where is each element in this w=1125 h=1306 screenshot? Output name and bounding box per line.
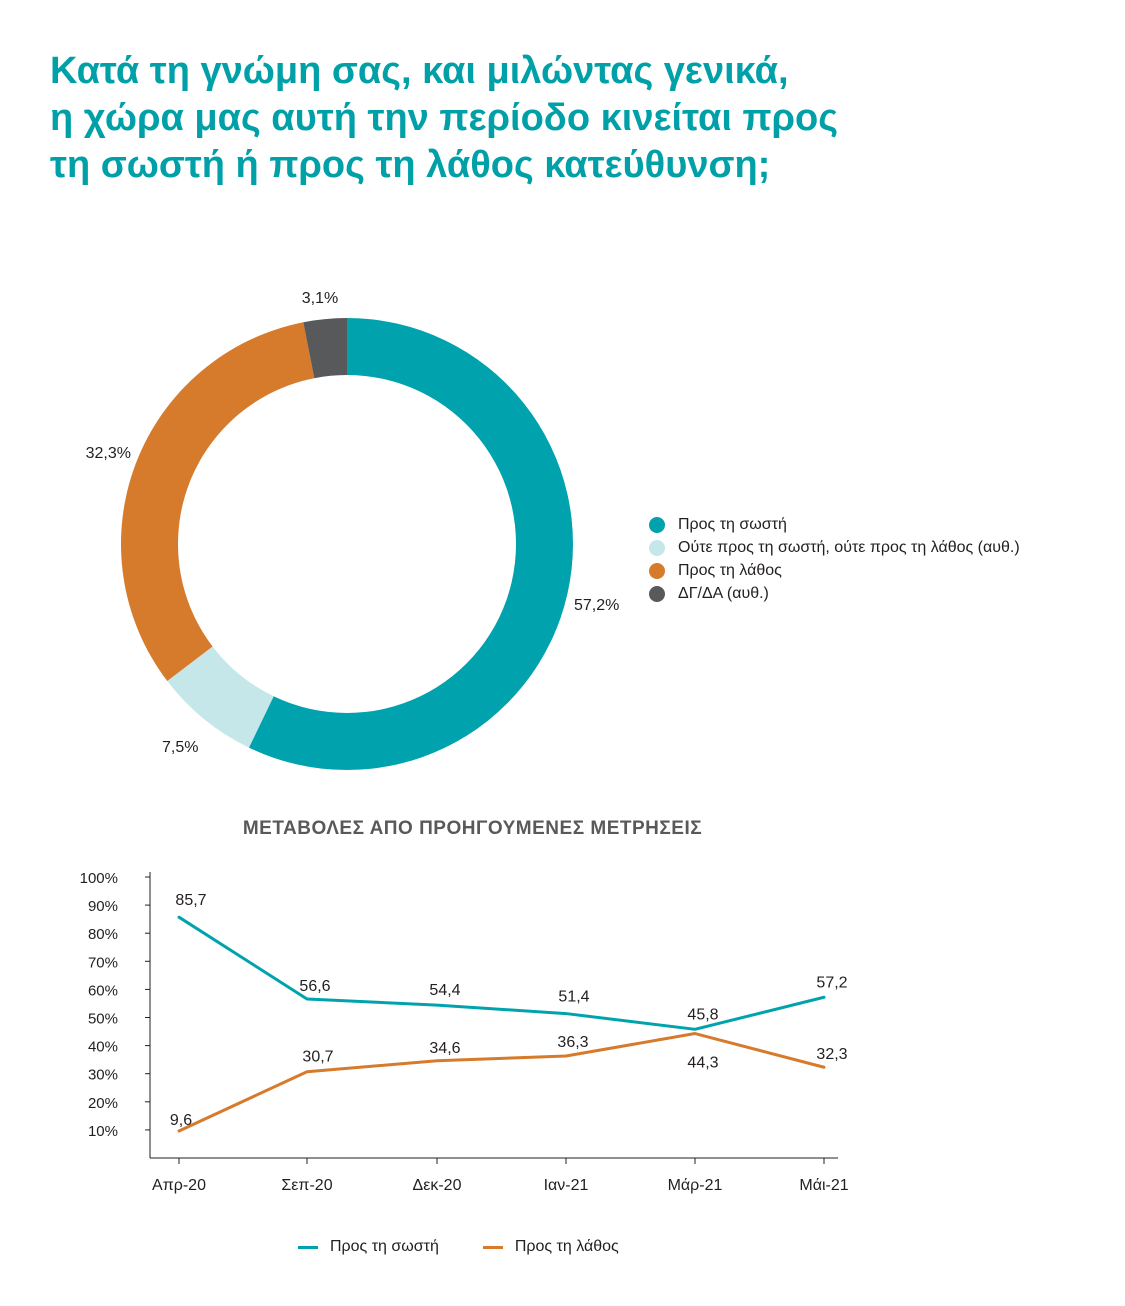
line-legend-item-1: Προς τη σωστή [298, 1238, 439, 1256]
data-label: 30,7 [302, 1049, 333, 1066]
donut-chart: 57,2% 7,5% 32,3% 3,1% [86, 290, 620, 771]
y-tick-label: 50% [88, 1011, 118, 1028]
donut-slice-1 [248, 318, 574, 771]
series-line-1 [177, 915, 826, 1031]
title-line-2: η χώρα μας αυτή την περίοδο κινείται προ… [50, 97, 839, 139]
line-legend-item-2: Προς τη λάθος [482, 1238, 619, 1256]
legend-dot-icon [649, 539, 665, 556]
line-data-labels: 85,7 56,6 54,4 51,4 45,8 57,2 9,6 30,7 34,6 36,3 4… [170, 892, 848, 1129]
x-tick-label: Δεκ-20 [413, 1177, 462, 1194]
donut-label-4: 3,1% [302, 290, 338, 307]
y-tick-label: 30% [88, 1067, 118, 1084]
x-tick-label: Μάι-21 [799, 1177, 848, 1194]
line-series [177, 915, 826, 1133]
data-label: 36,3 [557, 1034, 588, 1051]
data-label: 54,4 [429, 982, 460, 999]
title-line-3: τη σωστή ή προς τη λάθος κατεύθυνση; [50, 144, 771, 186]
x-tick-label: Ιαν-21 [544, 1177, 589, 1194]
legend-dot-icon [649, 562, 665, 579]
data-label: 9,6 [170, 1112, 192, 1129]
y-tick-label: 40% [88, 1039, 118, 1056]
legend-item-3: Προς τη λάθος [649, 559, 1020, 582]
x-tick-label: Μάρ-21 [668, 1177, 723, 1194]
donut-slice-2 [167, 646, 274, 748]
x-tick-label: Σεπ-20 [281, 1177, 332, 1194]
legend-label: Προς τη σωστή [678, 515, 787, 533]
donut-labels: 57,2% 7,5% 32,3% 3,1% [86, 290, 620, 756]
data-label: 32,3 [816, 1046, 847, 1063]
legend-item-2: Ούτε προς τη σωστή, ούτε προς τη λάθος (… [649, 536, 1020, 559]
data-label: 44,3 [687, 1055, 718, 1072]
data-label: 56,6 [299, 978, 330, 995]
data-label: 34,6 [429, 1040, 460, 1057]
donut-slices [121, 318, 574, 771]
y-tick-label: 80% [88, 926, 118, 943]
donut-slice-4 [303, 318, 347, 379]
donut-label-3: 32,3% [86, 445, 131, 462]
data-label: 85,7 [175, 892, 206, 909]
y-tick-label: 100% [80, 870, 118, 887]
title-line-1: Κατά τη γνώμη σας, και μιλώντας γενικά, [50, 50, 789, 92]
line-swatch-icon [298, 1245, 318, 1249]
legend-item-1: Προς τη σωστή [649, 513, 1020, 536]
legend-label: Προς τη λάθος [678, 561, 782, 579]
line-swatch-icon [482, 1245, 503, 1249]
data-label: 45,8 [687, 1006, 718, 1023]
trend-chart-title: ΜΕΤΑΒΟΛΕΣ ΑΠΟ ΠΡΟΗΓΟΥΜΕΝΕΣ ΜΕΤΡΗΣΕΙΣ [242, 818, 703, 839]
donut-label-2: 7,5% [162, 739, 198, 756]
line-legend: Προς τη σωστή Προς τη λάθος [298, 1238, 663, 1256]
legend-label: Ούτε προς τη σωστή, ούτε προς τη λάθος (… [678, 538, 1020, 556]
legend-label: ΔΓ/ΔΑ (αυθ.) [678, 584, 769, 602]
x-tick-label: Απρ-20 [152, 1177, 206, 1194]
legend-dot-icon [649, 516, 665, 533]
line-chart: 10% 20% 30% 40% 50% 60% 70% 80% 90% 100% Απρ-20 Σεπ… [80, 870, 849, 1194]
legend-item-4: ΔΓ/ΔΑ (αυθ.) [649, 582, 1020, 605]
legend-dot-icon [649, 585, 665, 602]
line-axes: 10% 20% 30% 40% 50% 60% 70% 80% 90% 100% Απρ-20 Σεπ… [80, 870, 849, 1194]
y-tick-label: 90% [88, 898, 118, 915]
donut-slice-3 [121, 322, 315, 681]
y-tick-label: 10% [88, 1123, 118, 1140]
page-title: Κατά τη γνώμη σας, και μιλώντας γενικά, … [50, 48, 1050, 189]
donut-label-1: 57,2% [574, 597, 619, 614]
y-tick-label: 60% [88, 982, 118, 999]
line-legend-label: Προς τη σωστή [330, 1238, 439, 1255]
donut-legend: Προς τη σωστή Ούτε προς τη σωστή, ούτε πρ… [649, 513, 1020, 605]
y-tick-label: 70% [88, 954, 118, 971]
data-label: 57,2 [816, 974, 847, 991]
series-line-2 [177, 1032, 826, 1133]
line-legend-label: Προς τη λάθος [514, 1238, 619, 1255]
y-tick-label: 20% [88, 1095, 118, 1112]
data-label: 51,4 [558, 989, 589, 1006]
